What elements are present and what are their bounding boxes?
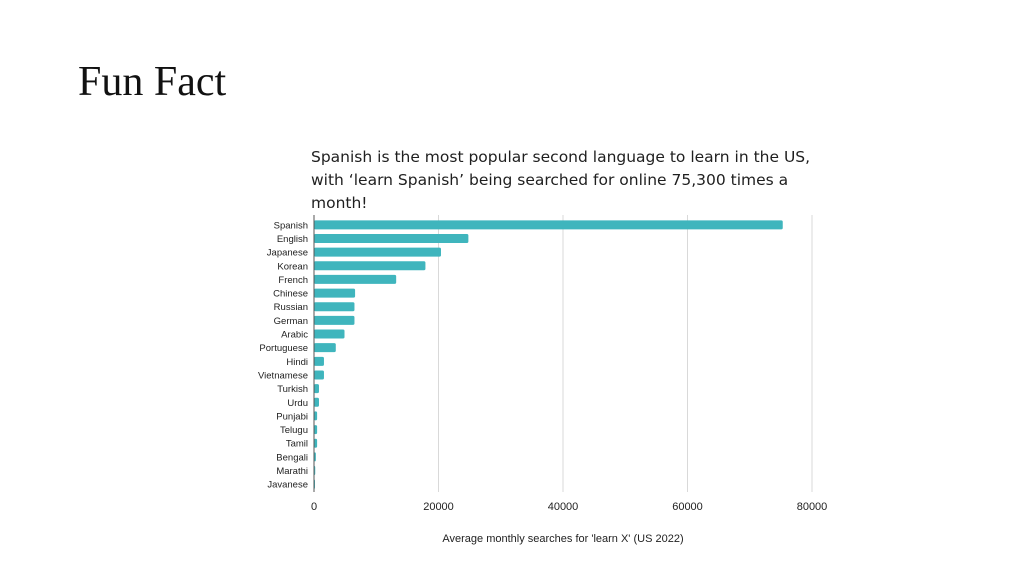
chart-caption: Spanish is the most popular second langu… — [311, 148, 811, 212]
category-label: Bengali — [276, 452, 308, 463]
bar-vietnamese — [314, 370, 324, 380]
category-label: Javanese — [267, 480, 308, 491]
x-axis-title: Average monthly searches for 'learn X' (… — [442, 533, 683, 545]
bar-spanish — [314, 220, 783, 230]
bar-russian — [314, 302, 355, 312]
category-label: Portuguese — [259, 343, 308, 354]
bar-arabic — [314, 329, 345, 339]
bar-portuguese — [314, 343, 336, 353]
category-label: Russian — [274, 302, 308, 313]
slide-title: Fun Fact — [78, 59, 227, 105]
category-label: Chinese — [273, 289, 308, 300]
category-label: Telugu — [280, 425, 308, 436]
x-tick-label: 20000 — [423, 501, 454, 513]
category-label: Arabic — [281, 330, 308, 341]
bar-telugu — [314, 425, 318, 435]
category-label: Hindi — [286, 357, 308, 368]
bar-french — [314, 274, 397, 284]
category-label: German — [274, 316, 308, 327]
bar-urdu — [314, 397, 319, 407]
category-label: English — [277, 234, 308, 245]
bars — [314, 220, 783, 489]
bar-german — [314, 315, 355, 325]
category-label: Turkish — [277, 384, 308, 395]
category-label: Spanish — [274, 220, 308, 231]
bar-korean — [314, 261, 426, 271]
x-tick-label: 0 — [311, 501, 317, 513]
x-tick-label: 80000 — [797, 501, 828, 513]
gridlines — [438, 215, 813, 492]
bar-english — [314, 233, 469, 243]
bar-chinese — [314, 288, 356, 298]
category-label: Korean — [277, 261, 308, 272]
bar-japanese — [314, 247, 441, 257]
x-tick-labels: 0 20000 40000 60000 80000 — [311, 501, 827, 513]
bar-turkish — [314, 384, 319, 394]
category-label: Marathi — [276, 466, 308, 477]
category-label: Punjabi — [276, 411, 308, 422]
category-label: Vietnamese — [258, 370, 308, 381]
x-tick-label: 60000 — [672, 501, 703, 513]
category-label: Urdu — [287, 398, 308, 409]
x-tick-label: 40000 — [548, 501, 579, 513]
bar-tamil — [314, 438, 318, 448]
category-label: French — [278, 275, 308, 286]
category-label: Tamil — [286, 439, 308, 450]
category-label: Japanese — [267, 248, 308, 259]
bar-punjabi — [314, 411, 318, 421]
category-labels: Spanish English Japanese Korean French Chines… — [258, 220, 308, 490]
bar-hindi — [314, 356, 324, 366]
